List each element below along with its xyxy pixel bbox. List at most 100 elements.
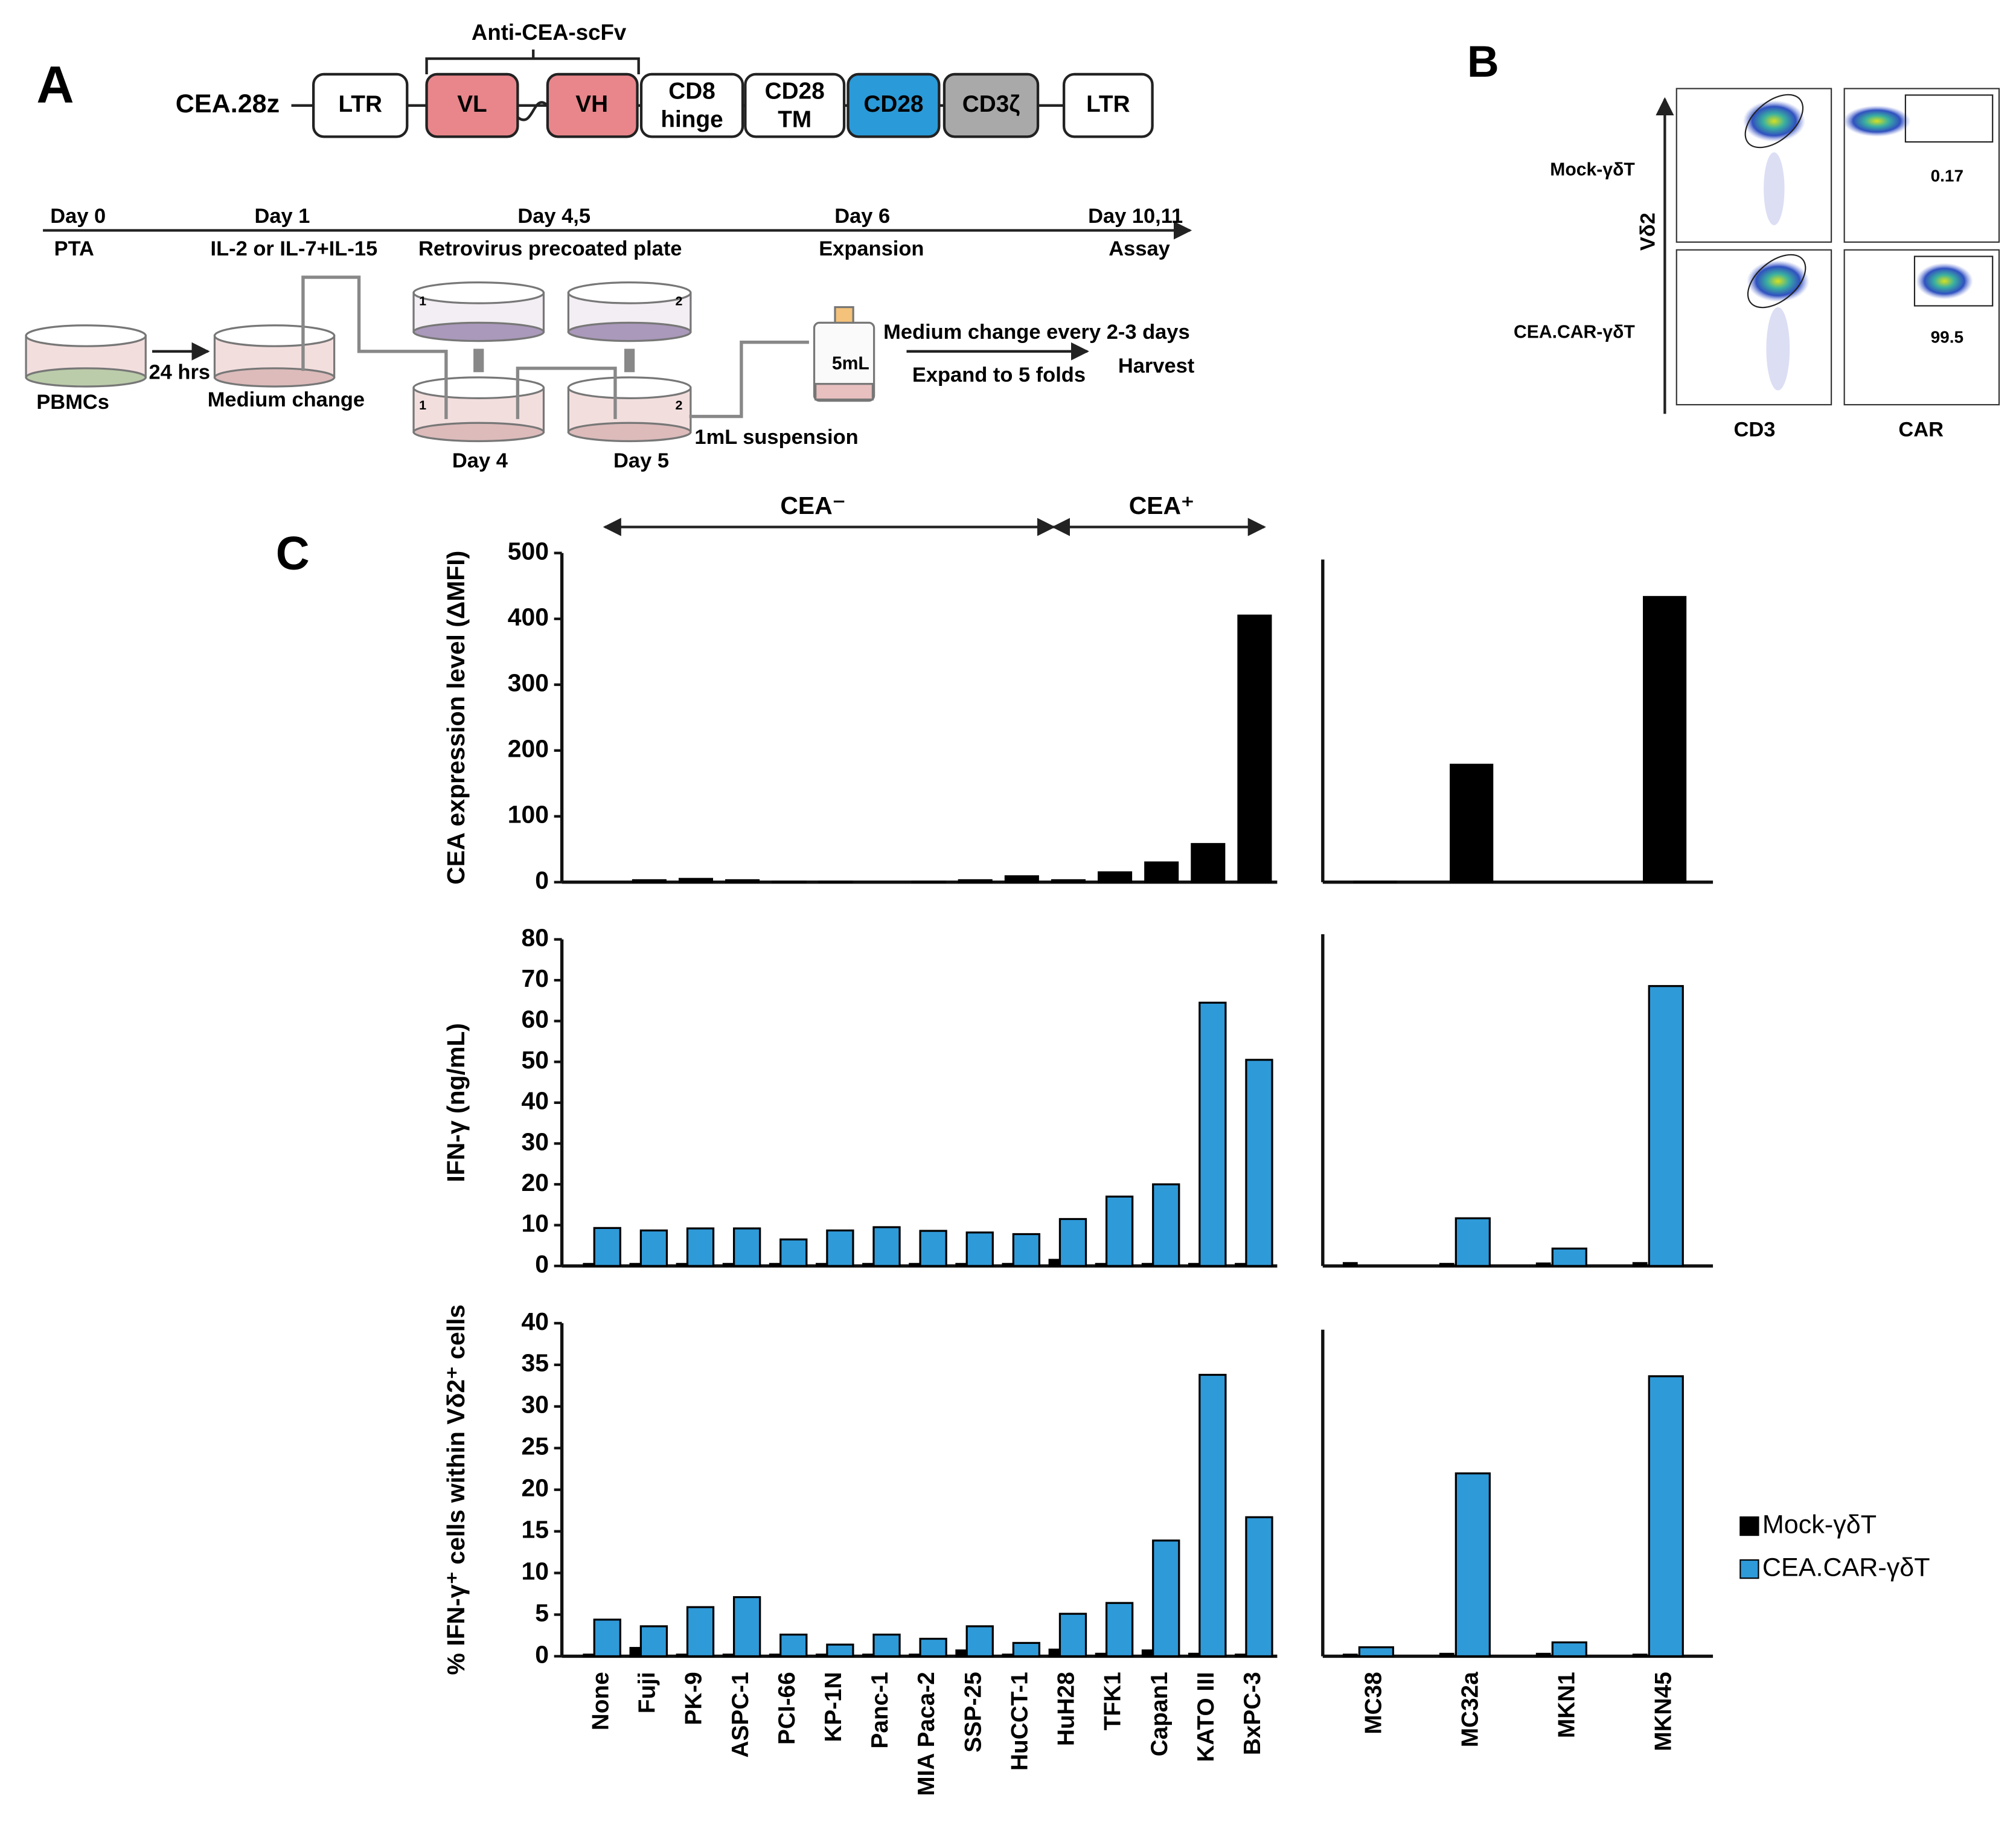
construct-name: CEA.28z	[176, 89, 280, 118]
y-tick-label: 80	[522, 923, 549, 951]
gate	[1913, 255, 1994, 307]
protocol-label: Expand to 5 folds	[912, 364, 1086, 387]
element-label: CD28	[765, 78, 825, 104]
bar	[1235, 1654, 1247, 1658]
gate	[1904, 94, 1994, 143]
step-label: Retrovirus precoated plate	[418, 237, 682, 260]
cell-population	[1764, 152, 1785, 225]
element-box	[312, 72, 409, 138]
y-tick-label: 0	[535, 867, 549, 894]
step-label: PTA	[54, 237, 94, 260]
dish	[412, 376, 545, 443]
bar	[676, 1263, 689, 1267]
bar	[686, 1606, 715, 1658]
x-tick-label: KATO III	[1193, 1672, 1219, 1762]
bar	[1237, 614, 1272, 884]
group-label: CEA⁺	[1129, 492, 1194, 519]
bar	[686, 1227, 715, 1267]
element-box	[1062, 72, 1154, 138]
bar	[1051, 879, 1086, 884]
bar	[1152, 1183, 1180, 1267]
y-tick-label: 20	[522, 1169, 549, 1196]
bar	[732, 1596, 761, 1658]
y-tick-label: 70	[522, 964, 549, 992]
step-label: Assay	[1109, 237, 1170, 260]
bar	[725, 879, 760, 884]
y-tick-label: 50	[522, 1046, 549, 1074]
flow-plot	[1675, 249, 1832, 406]
scfv-label: Anti-CEA-scFv	[472, 20, 627, 45]
x-tick-label: MKN45	[1650, 1672, 1676, 1751]
protocol-label: Medium change every 2-3 days	[883, 321, 1189, 344]
bar	[1535, 1652, 1551, 1658]
element-label: TM	[778, 107, 811, 133]
flow-plot	[1675, 88, 1832, 243]
y-tick-label: 20	[522, 1474, 549, 1502]
bar	[1551, 1247, 1587, 1267]
row-label: CEA.CAR-γδT	[1514, 322, 1635, 342]
bar	[1439, 1652, 1454, 1658]
y-axis-label: IFN-γ (ng/mL)	[442, 1023, 470, 1182]
y-tick-label: 30	[522, 1128, 549, 1155]
x-tick-label: HuH28	[1054, 1672, 1080, 1746]
bar	[593, 1619, 621, 1658]
bar	[779, 1634, 808, 1658]
y-tick-label: 15	[522, 1515, 549, 1543]
bar	[769, 1263, 782, 1267]
axis-label: Vδ2	[1637, 213, 1660, 251]
bar	[1235, 1263, 1247, 1267]
bar	[919, 1637, 947, 1658]
element-box	[425, 72, 519, 138]
group-label: CEA⁻	[780, 492, 845, 519]
x-tick-label: ASPC-1	[728, 1672, 754, 1757]
bar	[1342, 1654, 1358, 1658]
x-tick-label: Capan1	[1147, 1672, 1173, 1756]
element-label: hinge	[661, 107, 723, 133]
dish-number: 2	[675, 294, 682, 309]
bar	[1188, 1652, 1201, 1658]
bar	[629, 1263, 642, 1267]
element-label: CD3ζ	[962, 91, 1020, 117]
day-label: Day 10,11	[1088, 205, 1183, 228]
y-tick-label: 25	[522, 1433, 549, 1460]
bar	[1095, 1652, 1108, 1658]
linker	[516, 101, 549, 121]
x-tick-label: SSP-25	[960, 1672, 986, 1753]
protocol-label: 1mL suspension	[694, 426, 858, 449]
protocol-label: Day 5	[613, 449, 669, 472]
bar	[1342, 1262, 1358, 1267]
panel-label: A	[36, 56, 74, 114]
y-tick-label: 5	[535, 1599, 549, 1626]
x-tick-label: Panc-1	[867, 1672, 893, 1748]
y-tick-label: 10	[522, 1557, 549, 1585]
flow-plot	[1843, 88, 2000, 243]
x-tick-label: BxPC-3	[1240, 1672, 1266, 1755]
legend-label: Mock-γδT	[1762, 1510, 1877, 1539]
bar	[1643, 595, 1687, 884]
bar	[872, 1634, 901, 1658]
bar	[1144, 861, 1179, 884]
bar	[1439, 1263, 1454, 1267]
y-tick-label: 100	[508, 801, 549, 829]
y-tick-label: 10	[522, 1209, 549, 1237]
dish-number: 1	[419, 398, 426, 412]
bar	[676, 1654, 689, 1658]
bar	[1450, 763, 1494, 884]
bar	[769, 1654, 782, 1658]
protocol-labels: PBMCs 24 hrs Medium change Day 4 Day 5 1…	[36, 294, 1194, 472]
y-axis-label: % IFN-γ⁺ cells within Vδ2⁺ cells	[442, 1304, 470, 1675]
gate	[1744, 94, 1804, 149]
x-tick-label: MKN1	[1554, 1672, 1579, 1738]
bar	[1058, 1612, 1087, 1658]
bar	[1105, 1602, 1134, 1658]
x-tick-label: PCI-66	[774, 1672, 800, 1745]
construct: CEA.28z Anti-CEA-scFv LTR VL VH CD8 hing…	[176, 20, 1154, 138]
dish-number: 1	[419, 294, 426, 309]
bar	[1551, 1641, 1587, 1658]
bar	[909, 1654, 921, 1658]
bar	[816, 1654, 828, 1658]
dish	[412, 281, 545, 342]
y-tick-label: 40	[522, 1087, 549, 1115]
bar	[1191, 842, 1226, 884]
